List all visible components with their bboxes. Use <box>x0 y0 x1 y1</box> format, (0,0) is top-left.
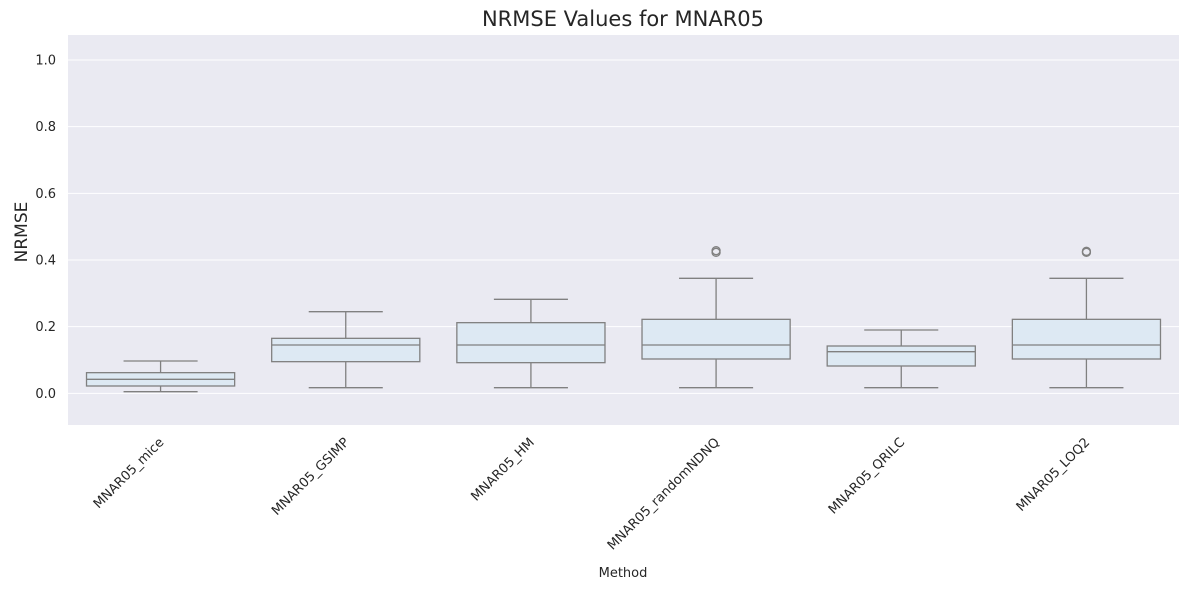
y-tick-label: 0.0 <box>35 387 56 402</box>
box-MNAR05_QRILC <box>826 329 976 389</box>
box-MNAR05_mice <box>85 360 236 393</box>
x-tick-label: MNAR05_LOQ2 <box>1014 435 1094 515</box>
iqr-box <box>826 345 976 367</box>
box-MNAR05_randomNDNQ <box>641 246 791 389</box>
x-tick-label: MNAR05_GSIMP <box>269 435 353 519</box>
x-axis-label: Method <box>599 566 648 581</box>
y-tick-label: 0.6 <box>35 187 56 202</box>
y-tick-label: 0.4 <box>35 254 56 269</box>
box-MNAR05_GSIMP <box>271 311 421 389</box>
x-tick-label: MNAR05_QRILC <box>826 435 908 517</box>
grid-lines <box>68 59 1179 394</box>
iqr-box <box>1011 318 1162 360</box>
iqr-box <box>271 337 421 363</box>
outlier-point <box>1081 246 1092 256</box>
chart-title: NRMSE Values for MNAR05 <box>482 7 764 31</box>
box-MNAR05_HM <box>456 298 606 389</box>
x-tick-label: MNAR05_mice <box>91 435 168 512</box>
y-tick-label: 1.0 <box>35 54 56 69</box>
y-axis-ticks: 0.0 0.2 0.4 0.6 0.8 1.0 <box>35 54 56 402</box>
plot-background <box>68 35 1179 425</box>
x-tick-label: MNAR05_HM <box>469 435 538 504</box>
y-tick-label: 0.8 <box>35 120 56 135</box>
iqr-box <box>456 322 606 364</box>
box-MNAR05_LOQ2 <box>1011 246 1162 389</box>
x-axis-ticks: MNAR05_mice MNAR05_GSIMP MNAR05_HM MNAR05_r… <box>91 435 1093 553</box>
outlier-point <box>711 246 721 256</box>
y-tick-label: 0.2 <box>35 320 56 335</box>
y-axis-label: NRMSE <box>12 202 32 263</box>
x-tick-label: MNAR05_randomNDNQ <box>605 435 723 553</box>
iqr-box <box>641 318 791 360</box>
boxes <box>85 246 1162 393</box>
